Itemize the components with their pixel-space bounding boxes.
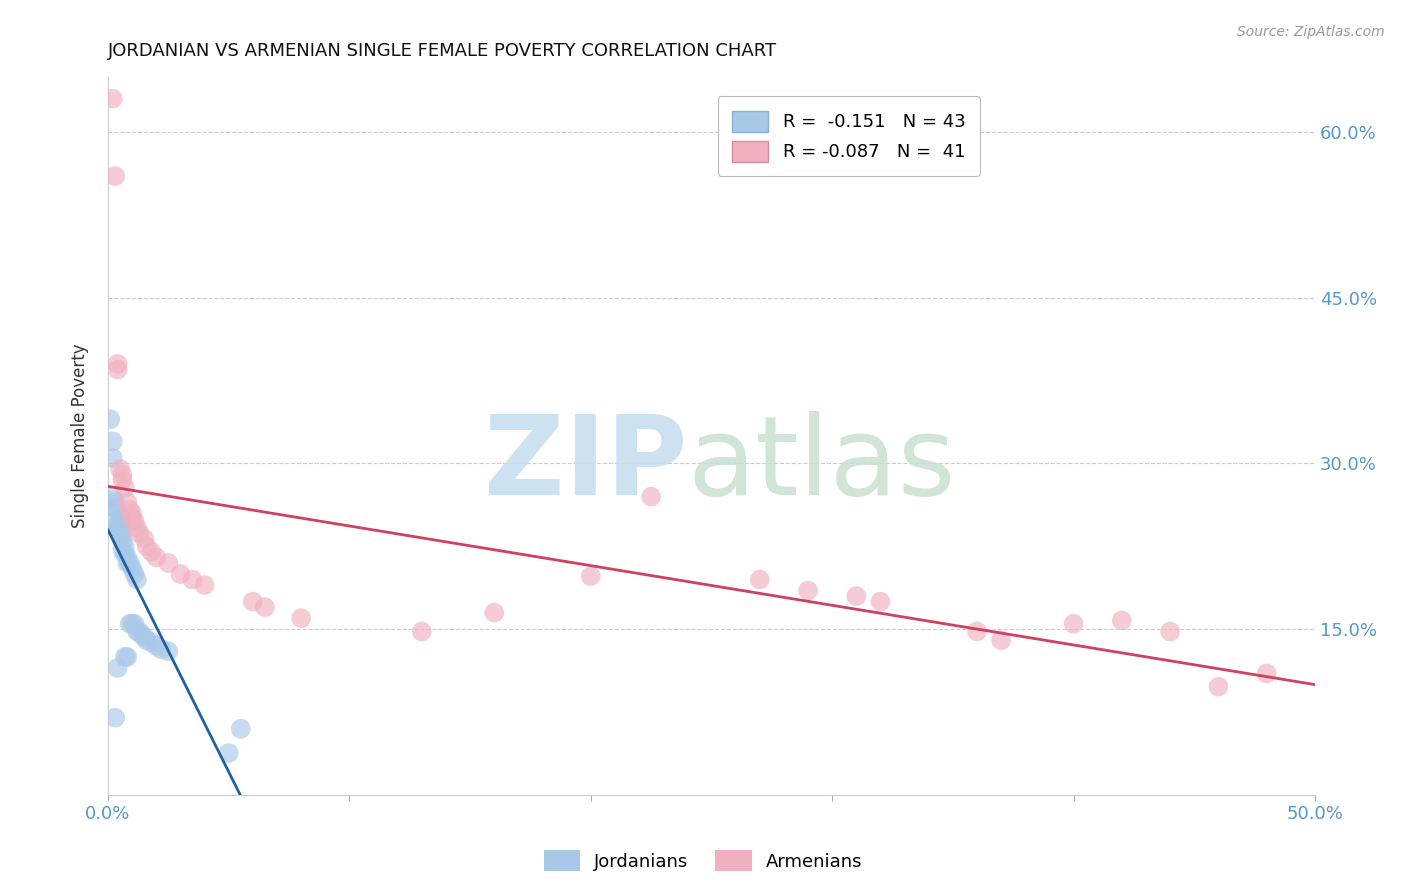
Jordanians: [117, 556, 139, 570]
Jordanians: [101, 490, 124, 504]
Armenians: [1063, 616, 1085, 631]
Armenians: [104, 169, 127, 183]
Armenians: [157, 556, 180, 570]
Jordanians: [104, 514, 127, 528]
Jordanians: [101, 434, 124, 449]
Armenians: [869, 594, 891, 608]
Jordanians: [111, 536, 134, 550]
Jordanians: [111, 528, 134, 542]
Y-axis label: Single Female Poverty: Single Female Poverty: [72, 343, 89, 528]
Jordanians: [121, 561, 143, 575]
Armenians: [797, 583, 820, 598]
Armenians: [1208, 680, 1230, 694]
Jordanians: [108, 528, 131, 542]
Armenians: [411, 624, 433, 639]
Text: ZIP: ZIP: [484, 411, 688, 518]
Jordanians: [100, 412, 122, 426]
Jordanians: [118, 556, 141, 570]
Jordanians: [101, 450, 124, 465]
Jordanians: [150, 642, 173, 657]
Jordanians: [124, 616, 146, 631]
Jordanians: [125, 573, 148, 587]
Jordanians: [107, 523, 129, 537]
Armenians: [111, 473, 134, 487]
Armenians: [125, 520, 148, 534]
Jordanians: [218, 746, 240, 760]
Jordanians: [131, 628, 153, 642]
Jordanians: [114, 547, 136, 561]
Armenians: [579, 569, 602, 583]
Jordanians: [134, 630, 156, 644]
Armenians: [141, 545, 163, 559]
Armenians: [193, 578, 215, 592]
Armenians: [181, 573, 204, 587]
Jordanians: [125, 624, 148, 639]
Armenians: [107, 362, 129, 376]
Jordanians: [107, 661, 129, 675]
Jordanians: [114, 540, 136, 554]
Armenians: [290, 611, 312, 625]
Jordanians: [114, 649, 136, 664]
Jordanians: [104, 711, 127, 725]
Jordanians: [157, 644, 180, 658]
Armenians: [169, 566, 191, 581]
Armenians: [640, 490, 662, 504]
Text: atlas: atlas: [688, 411, 956, 518]
Armenians: [134, 532, 156, 546]
Jordanians: [121, 616, 143, 631]
Jordanians: [107, 517, 129, 532]
Jordanians: [128, 624, 150, 639]
Jordanians: [141, 635, 163, 649]
Armenians: [484, 606, 506, 620]
Armenians: [253, 600, 276, 615]
Armenians: [121, 506, 143, 520]
Jordanians: [107, 503, 129, 517]
Armenians: [124, 514, 146, 528]
Text: JORDANIAN VS ARMENIAN SINGLE FEMALE POVERTY CORRELATION CHART: JORDANIAN VS ARMENIAN SINGLE FEMALE POVE…: [108, 42, 778, 60]
Armenians: [117, 495, 139, 509]
Armenians: [145, 550, 167, 565]
Jordanians: [117, 550, 139, 565]
Jordanians: [108, 512, 131, 526]
Armenians: [1256, 666, 1278, 681]
Armenians: [845, 589, 868, 603]
Jordanians: [104, 495, 127, 509]
Armenians: [111, 467, 134, 482]
Text: Source: ZipAtlas.com: Source: ZipAtlas.com: [1237, 25, 1385, 39]
Legend: R =  -0.151   N = 43, R = -0.087   N =  41: R = -0.151 N = 43, R = -0.087 N = 41: [718, 96, 980, 176]
Jordanians: [108, 523, 131, 537]
Legend: Jordanians, Armenians: Jordanians, Armenians: [536, 843, 870, 879]
Armenians: [128, 526, 150, 541]
Armenians: [114, 481, 136, 495]
Armenians: [990, 633, 1012, 648]
Jordanians: [118, 616, 141, 631]
Armenians: [108, 462, 131, 476]
Armenians: [107, 357, 129, 371]
Armenians: [966, 624, 988, 639]
Jordanians: [104, 500, 127, 515]
Jordanians: [124, 566, 146, 581]
Jordanians: [145, 639, 167, 653]
Jordanians: [229, 722, 252, 736]
Jordanians: [108, 517, 131, 532]
Armenians: [748, 573, 770, 587]
Armenians: [242, 594, 264, 608]
Armenians: [118, 503, 141, 517]
Jordanians: [117, 649, 139, 664]
Jordanians: [111, 542, 134, 557]
Armenians: [1111, 614, 1133, 628]
Armenians: [121, 512, 143, 526]
Armenians: [1159, 624, 1181, 639]
Armenians: [135, 540, 157, 554]
Jordanians: [135, 633, 157, 648]
Armenians: [101, 92, 124, 106]
